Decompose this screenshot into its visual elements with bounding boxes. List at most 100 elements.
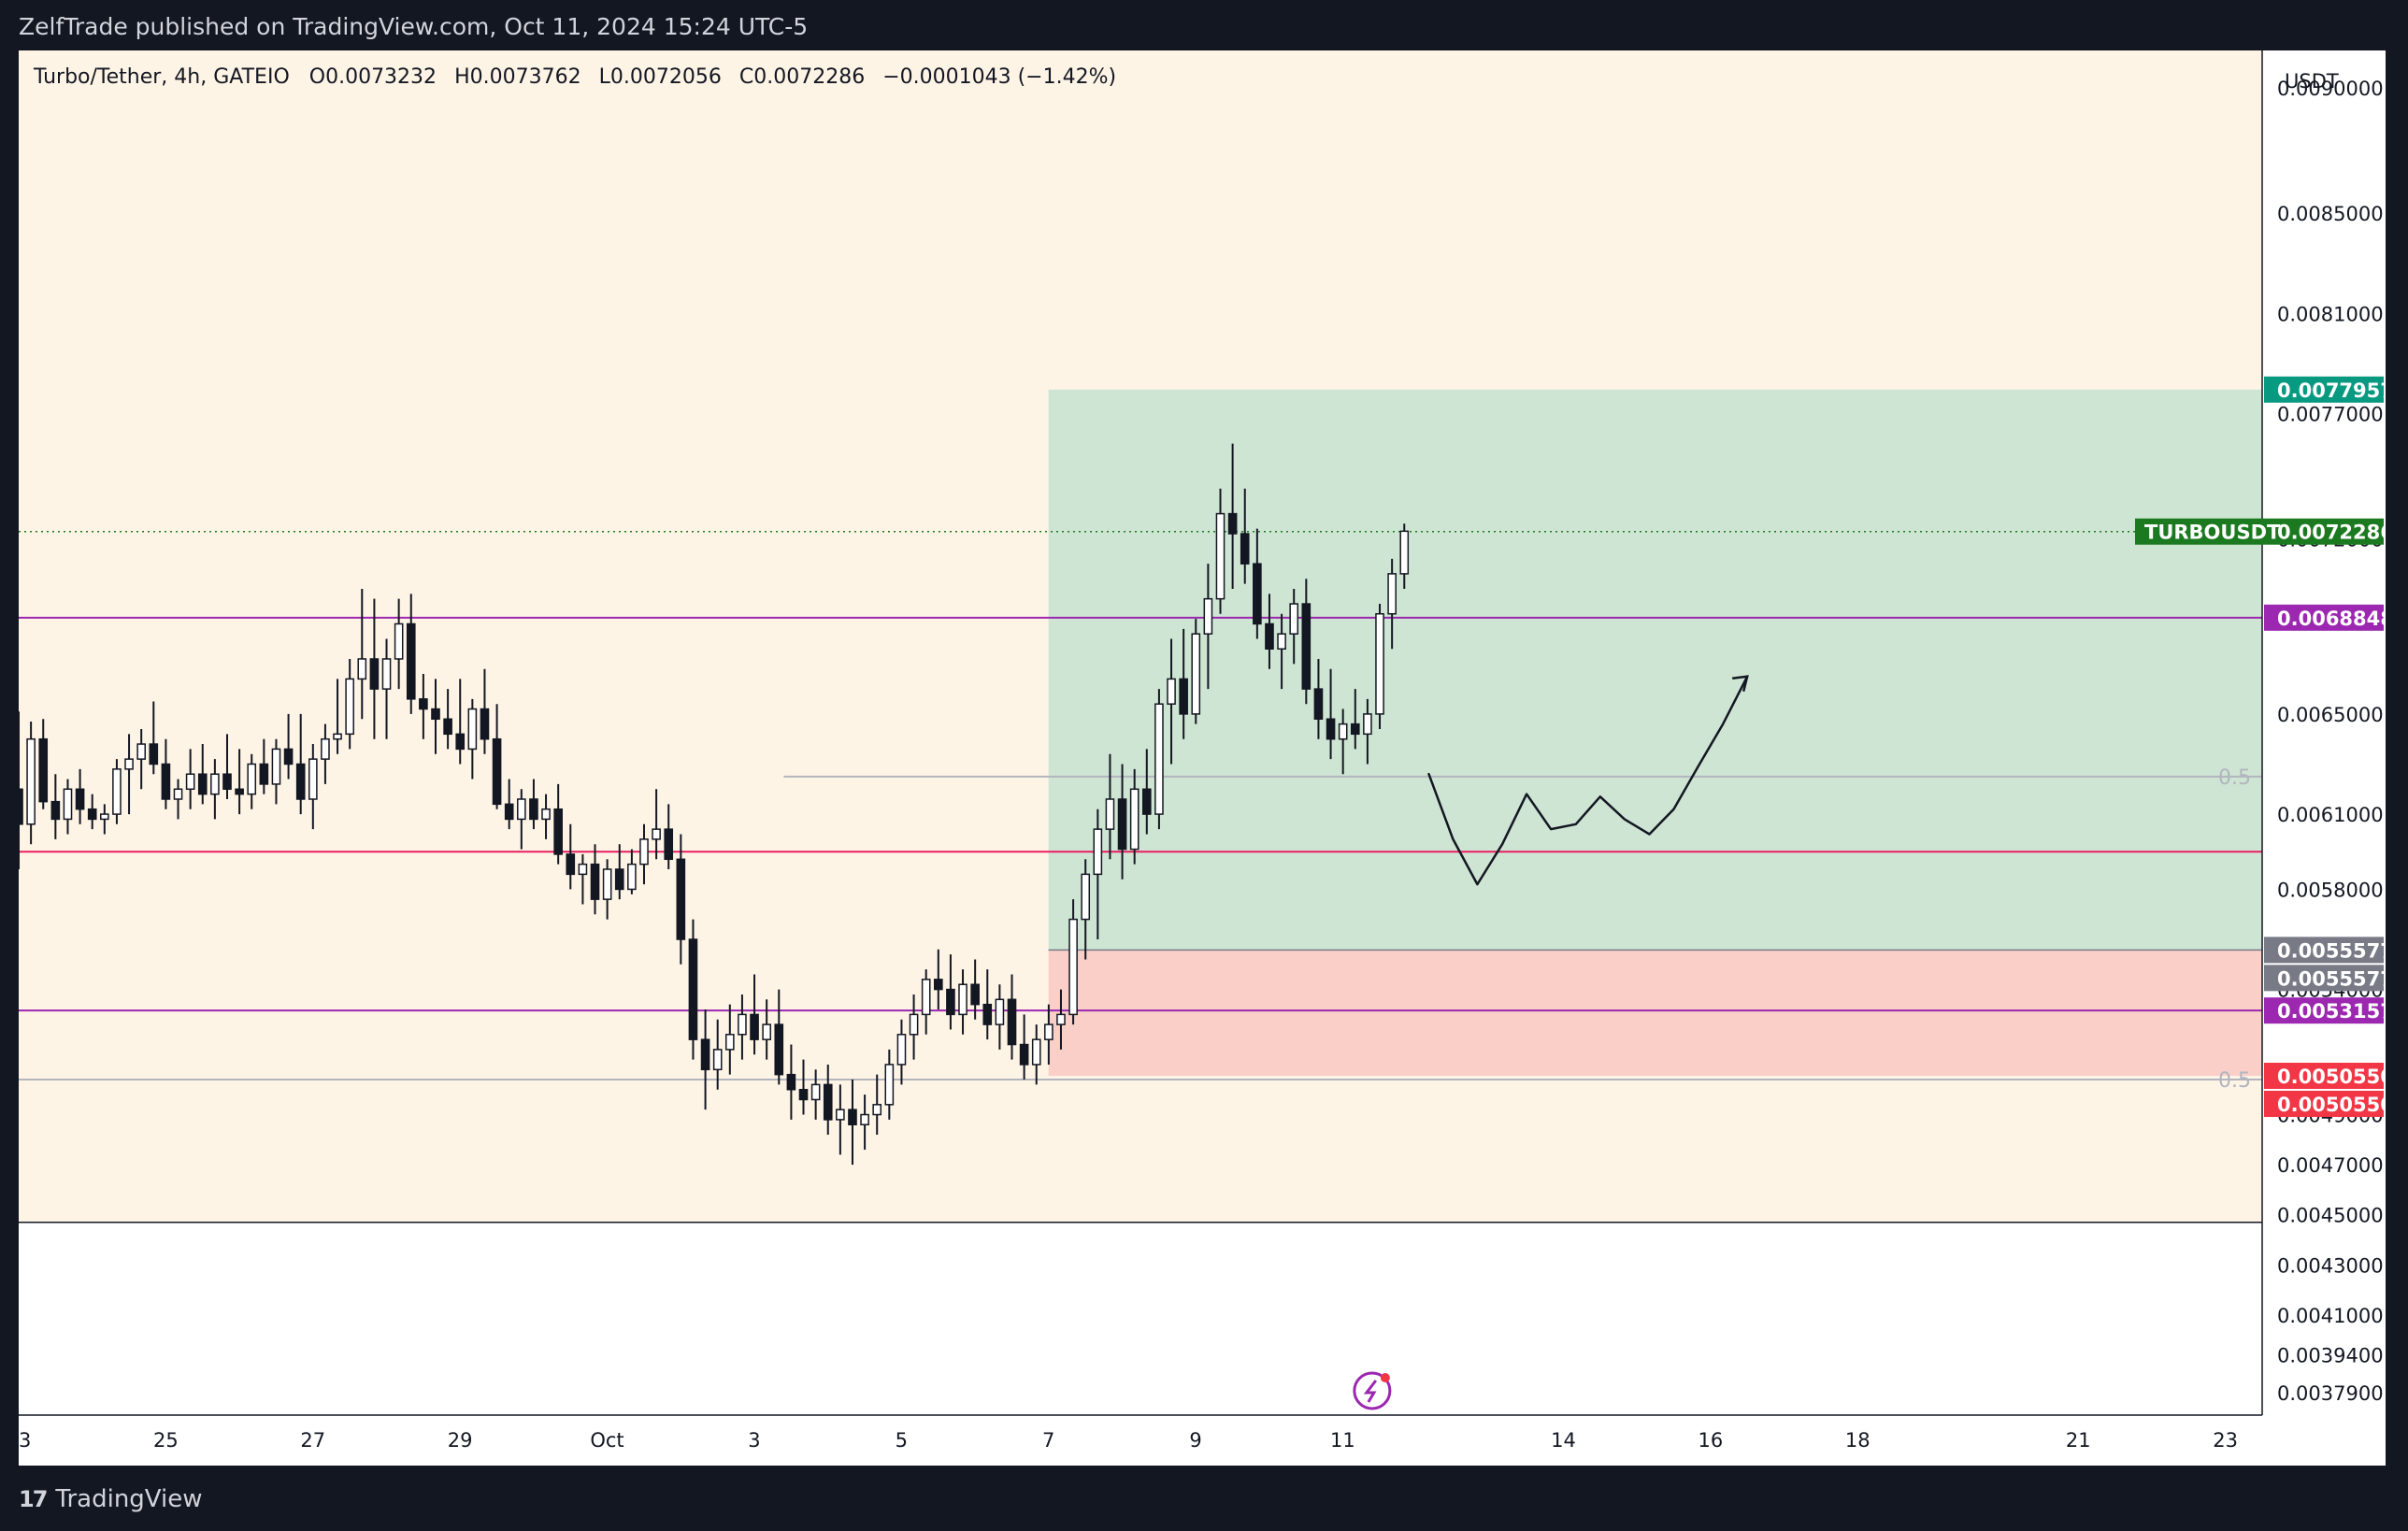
time-tick-label: 25 [153, 1429, 179, 1452]
candle-body [1301, 603, 1312, 690]
low-value: 0.0072056 [609, 65, 722, 89]
candle-body [333, 733, 342, 740]
candle-body [419, 698, 428, 710]
time-tick-label: 21 [2066, 1429, 2091, 1452]
stop-price-tag-bg [2264, 1063, 2384, 1090]
candle-body [222, 773, 232, 791]
candle-body [467, 708, 478, 751]
time-tick-label: 18 [1845, 1429, 1870, 1452]
stop-price-tag-2-bg [2264, 1091, 2384, 1118]
candle-body [836, 1109, 845, 1121]
time-tick-label: Oct [590, 1429, 624, 1452]
candle-body [700, 1038, 710, 1071]
entry-price-tag-2: 0.0055577 [2277, 967, 2386, 990]
price-axis[interactable] [2262, 50, 2386, 1466]
projection-path[interactable] [1427, 675, 1749, 886]
candle-body [1129, 788, 1140, 851]
price-tick-label: 0.0045000 [2277, 1205, 2384, 1227]
candle-body [1399, 530, 1410, 575]
high-label: H [454, 65, 470, 89]
chart-area[interactable]: 0.5 0.5 USDT 0.0090000 0.0085000 0.0081000 0.0… [19, 50, 2386, 1466]
candle-body [369, 658, 380, 690]
candle-body [590, 863, 600, 900]
fib-level-label: 0.5 [2218, 766, 2251, 790]
time-tick-label: 23 [19, 1429, 31, 1452]
candle-body [259, 763, 269, 785]
candle-body [161, 763, 171, 800]
candle-body [946, 988, 955, 1016]
time-tick-label: 14 [1551, 1429, 1576, 1452]
candle-body [271, 748, 281, 785]
level-price-tag-low: 0.0053157 [2277, 1000, 2386, 1023]
candle-body [1019, 1043, 1029, 1066]
candle-body [1289, 603, 1299, 635]
candle-body [1350, 723, 1360, 736]
candle-body [921, 979, 931, 1016]
candle-body [566, 853, 576, 876]
candle-body [982, 1003, 993, 1025]
stop-zone[interactable] [1048, 950, 2262, 1077]
candle-body [1277, 633, 1286, 651]
candle-body [1313, 688, 1324, 721]
candle-body [1081, 873, 1091, 921]
candle-body [1141, 788, 1152, 815]
price-tick-label: 0.0065000 [2277, 704, 2384, 726]
close-value: 0.0072286 [753, 65, 866, 89]
price-tick-label: 0.0081000 [2277, 303, 2384, 325]
notification-dot-icon [1380, 1373, 1390, 1382]
stop-price-tag: 0.0050550 [2277, 1066, 2386, 1088]
open-label: O [308, 65, 326, 89]
candle-body [1338, 723, 1348, 740]
candle-body [627, 863, 637, 891]
candle-body [639, 838, 649, 866]
candle-body [443, 718, 452, 736]
candle-body [504, 803, 514, 821]
candle-body [786, 1073, 796, 1091]
price-tick-label: 0.0039400 [2277, 1345, 2384, 1367]
candle-body [321, 737, 330, 760]
candle-body [541, 808, 551, 821]
candle-body [455, 733, 466, 751]
candle-body [872, 1104, 882, 1116]
price-tick-label: 0.0043000 [2277, 1254, 2384, 1277]
candle-body [1215, 512, 1226, 600]
candle-body [1044, 1023, 1054, 1040]
price-tick-label: 0.0037900 [2277, 1382, 2384, 1405]
candle-body [381, 658, 392, 690]
candle-body [308, 758, 318, 800]
candle-body [896, 1034, 907, 1066]
candle-body [136, 743, 146, 760]
target-zone[interactable] [1048, 389, 2262, 951]
candle-body [602, 868, 612, 900]
candle-body [1167, 678, 1176, 705]
candle-body [1253, 563, 1262, 625]
time-tick-label: 11 [1330, 1429, 1355, 1452]
time-tick-label: 27 [300, 1429, 325, 1452]
candle-body [1203, 597, 1213, 635]
projection-arrow-icon [1732, 675, 1749, 693]
footer: 17 TradingView [19, 1481, 203, 1518]
candle-body [810, 1083, 821, 1101]
candle-body [1056, 1013, 1066, 1025]
time-axis[interactable] [19, 1415, 2386, 1466]
tradingview-logo-icon: 17 [19, 1486, 48, 1512]
candle-body [1240, 533, 1250, 565]
footer-brand[interactable]: TradingView [55, 1485, 203, 1513]
time-tick-label: 3 [748, 1429, 760, 1452]
candle-body [1227, 512, 1238, 535]
candle-body [26, 737, 36, 825]
symbol-name[interactable]: Turbo/Tether, 4h, GATEIO [34, 65, 290, 89]
candle-body [578, 863, 588, 876]
level-price-tag-bg [2264, 604, 2384, 631]
candle-body [652, 828, 661, 840]
candle-body [19, 788, 23, 825]
candle-body [676, 858, 686, 940]
candle-body [958, 983, 968, 1016]
candle-body [884, 1064, 895, 1106]
price-tick-label: 0.0041000 [2277, 1305, 2384, 1327]
candle-body [63, 788, 73, 821]
candle-body [614, 868, 624, 891]
lightning-icon[interactable] [1353, 1371, 1392, 1410]
candle-body [798, 1088, 809, 1101]
